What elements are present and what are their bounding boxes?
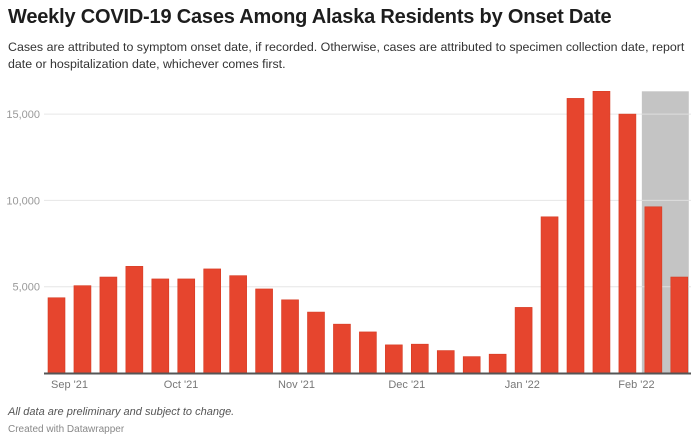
gridlines: 5,000 10,000 15,000 <box>6 109 691 294</box>
bar[interactable] <box>359 331 377 374</box>
bars <box>47 91 689 374</box>
bar[interactable] <box>670 276 689 374</box>
bar[interactable] <box>618 113 637 374</box>
bar[interactable] <box>47 297 66 374</box>
bar[interactable] <box>436 350 455 374</box>
bar[interactable] <box>592 91 611 374</box>
chart-subtitle: Cases are attributed to symptom onset da… <box>8 40 685 71</box>
bar[interactable] <box>566 98 585 374</box>
bar-chart: 5,000 10,000 15,000 Sep '21 Oct '21 Nov '21 D… <box>6 91 691 391</box>
x-axis: Sep '21 Oct '21 Nov '21 Dec '21 Jan '22 Feb '… <box>44 372 691 391</box>
bar[interactable] <box>73 285 92 374</box>
footer-note: All data are preliminary and subject to … <box>8 406 235 418</box>
bar[interactable] <box>99 276 118 374</box>
bar[interactable] <box>151 278 170 374</box>
bar[interactable] <box>410 343 429 374</box>
bar[interactable] <box>540 216 559 374</box>
x-tick-label: Jan '22 <box>505 379 540 391</box>
chart-title: Weekly COVID-19 Cases Among Alaska Resid… <box>8 6 612 28</box>
bar[interactable] <box>462 356 481 374</box>
bar[interactable] <box>488 353 507 374</box>
x-tick-label: Dec '21 <box>388 379 425 391</box>
bar[interactable] <box>307 311 325 374</box>
y-tick-label: 10,000 <box>6 195 40 207</box>
y-tick-label: 15,000 <box>6 109 40 121</box>
x-tick-label: Sep '21 <box>51 379 88 391</box>
y-tick-label: 5,000 <box>12 282 40 294</box>
bar[interactable] <box>385 344 403 374</box>
bar[interactable] <box>644 206 663 374</box>
bar[interactable] <box>281 299 299 374</box>
bar[interactable] <box>255 288 273 374</box>
bar[interactable] <box>125 266 144 374</box>
bar[interactable] <box>333 323 351 374</box>
bar[interactable] <box>514 307 533 374</box>
x-tick-label: Oct '21 <box>164 379 199 391</box>
bar[interactable] <box>203 268 221 374</box>
bar[interactable] <box>177 278 196 374</box>
x-tick-label: Nov '21 <box>278 379 315 391</box>
x-tick-label: Feb '22 <box>618 379 654 391</box>
footer-credit: Created with Datawrapper <box>8 424 125 435</box>
bar[interactable] <box>229 275 247 374</box>
